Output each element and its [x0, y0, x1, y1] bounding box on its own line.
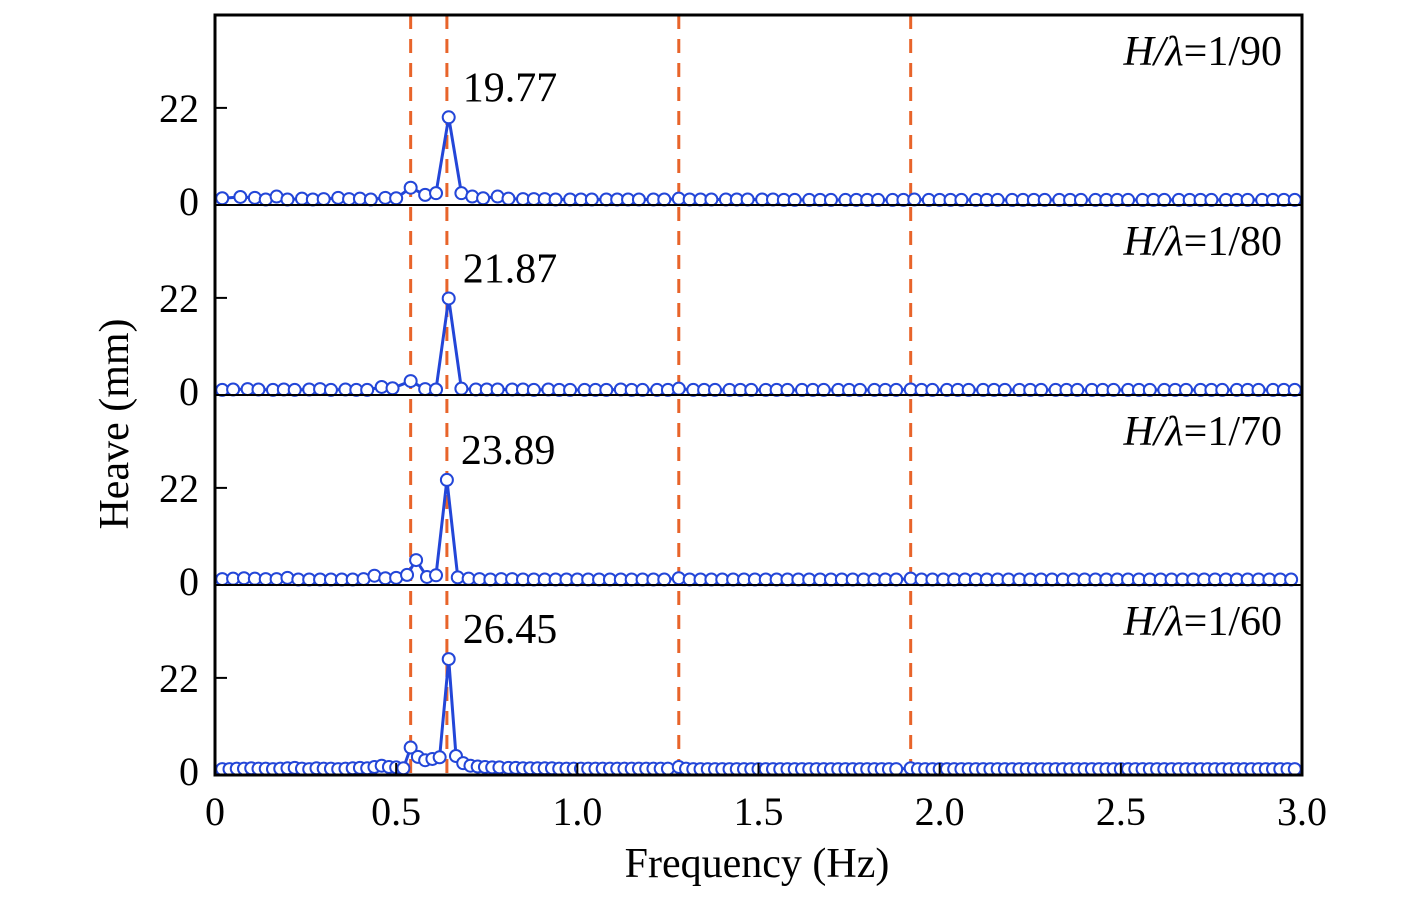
- data-point: [396, 761, 411, 776]
- data-point: [631, 192, 646, 207]
- panel-label: H/λ=1/80: [1122, 219, 1282, 265]
- panel-3: 0 22 23.89 H/λ=1/70: [159, 409, 1299, 604]
- data-point: [490, 382, 505, 397]
- series-line: [222, 117, 1295, 202]
- panel-2: 0 22 21.87 H/λ=1/80: [159, 219, 1302, 414]
- panel-label-value: =1/60: [1184, 599, 1282, 645]
- data-point: [671, 381, 686, 396]
- y-tick-label: 0: [179, 369, 199, 414]
- y-tick-label: 0: [179, 559, 199, 604]
- data-point: [441, 652, 456, 667]
- panel-label-value: =1/90: [1184, 29, 1282, 75]
- data-point: [439, 472, 454, 487]
- reference-vlines: [409, 15, 913, 775]
- panel-1: 0 22 19.77 H/λ=1/90: [159, 29, 1302, 224]
- x-axis-label: Frequency (Hz): [625, 841, 890, 887]
- peak-label: 26.45: [463, 607, 557, 653]
- y-tick-label: 22: [159, 466, 199, 511]
- panel-label-ratio: H/λ: [1122, 409, 1183, 455]
- data-point: [226, 382, 241, 397]
- data-point: [889, 762, 904, 777]
- panel-label: H/λ=1/70: [1122, 409, 1282, 455]
- y-tick-label: 22: [159, 656, 199, 701]
- panel-label: H/λ=1/90: [1122, 29, 1282, 75]
- data-point: [441, 110, 456, 125]
- data-point: [403, 374, 418, 389]
- data-point: [429, 568, 444, 583]
- panel-4: 0 22 26.45 H/λ=1/60: [159, 599, 1302, 794]
- data-point: [251, 382, 266, 397]
- data-point: [501, 191, 516, 206]
- data-point: [233, 189, 248, 204]
- panels: 022 19.77H/λ=1/9002221.87H/λ=1/8002223.89…: [159, 29, 1302, 794]
- data-point: [476, 191, 491, 206]
- peak-label: 21.87: [463, 246, 557, 292]
- panel-label-ratio: H/λ: [1122, 219, 1183, 265]
- y-axis-label: Heave (mm): [92, 318, 138, 529]
- series-line: [222, 479, 1292, 582]
- data-point: [441, 291, 456, 306]
- data-point: [584, 192, 599, 207]
- data-point: [657, 192, 672, 207]
- plot-frame: [213, 13, 1304, 777]
- data-point: [363, 192, 378, 207]
- data-point: [389, 191, 404, 206]
- series-line: [222, 658, 1295, 771]
- data-point: [432, 750, 447, 765]
- y-tick-label: 0: [179, 179, 199, 224]
- y-tick-label: 0: [179, 749, 199, 794]
- x-tick-label: 3.0: [1277, 789, 1327, 834]
- series-line: [222, 298, 1295, 392]
- data-point: [403, 180, 418, 195]
- data-point: [454, 381, 469, 396]
- peak-label: 19.77: [463, 65, 557, 111]
- panel-label-value: =1/70: [1184, 409, 1282, 455]
- data-point: [429, 382, 444, 397]
- data-point: [1284, 572, 1299, 587]
- data-point: [889, 572, 904, 587]
- data-point: [1287, 762, 1302, 777]
- data-point: [429, 186, 444, 201]
- data-point: [409, 553, 424, 568]
- data-point: [740, 192, 755, 207]
- data-point: [400, 567, 415, 582]
- y-tick-label: 22: [159, 86, 199, 131]
- data-point: [657, 572, 672, 587]
- panel-label-ratio: H/λ: [1122, 599, 1183, 645]
- x-tick-label: 0: [205, 789, 225, 834]
- x-tick-label: 1.5: [734, 789, 784, 834]
- x-tick-label: 2.5: [1096, 789, 1146, 834]
- x-tick-label: 2.0: [915, 789, 965, 834]
- data-point: [215, 191, 230, 206]
- x-tick-label: 0.5: [371, 789, 421, 834]
- y-tick-label: 22: [159, 276, 199, 321]
- data-point: [548, 192, 563, 207]
- x-tick-label: 1.0: [552, 789, 602, 834]
- data-point: [316, 192, 331, 207]
- data-point: [403, 740, 418, 755]
- data-point: [280, 192, 295, 207]
- panel-label: H/λ=1/60: [1122, 599, 1282, 645]
- data-point: [704, 192, 719, 207]
- peak-label: 23.89: [461, 428, 555, 474]
- panel-label-ratio: H/λ: [1122, 29, 1183, 75]
- x-axis: 0 0.5 1.0 1.5 2.0 2.5 3.0: [205, 763, 1327, 834]
- data-point: [907, 192, 922, 207]
- data-point: [385, 381, 400, 396]
- panel-label-value: =1/80: [1184, 219, 1282, 265]
